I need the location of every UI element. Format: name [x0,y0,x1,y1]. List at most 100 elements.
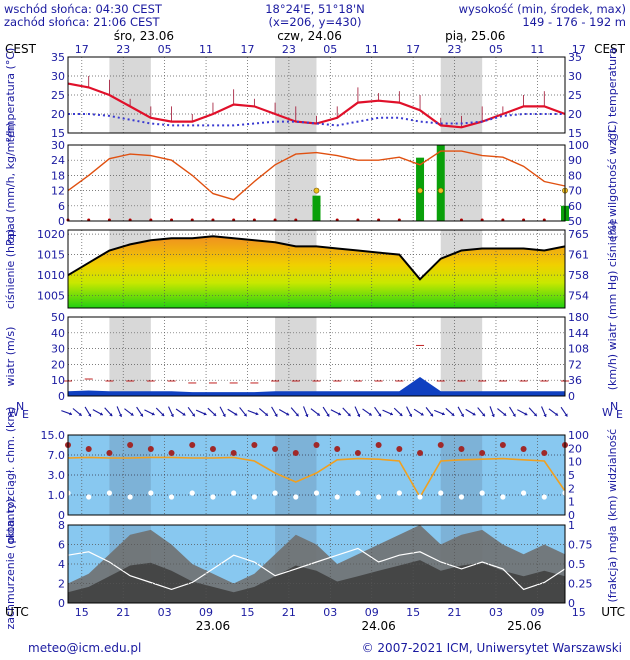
wind-direction-arrow [144,409,155,416]
wind-direction-arrow [168,406,174,418]
bottom-hour-tick: 21 [448,606,462,619]
cloud-top-dot [417,494,423,500]
compass-e-left: E [22,408,29,421]
left-tick-label: 0 [58,509,65,522]
wind-direction-arrow [528,407,538,417]
top-hour-tick: 05 [323,43,337,56]
dewpoint-line [68,113,565,127]
snow-marker [417,187,423,194]
left-tick-label: 6 [58,539,65,552]
cloud-top-dot [127,494,133,500]
wind-direction-arrow [72,408,83,417]
cloud-top-dot [541,494,547,500]
cloud-base-dot [168,450,175,456]
night-band [109,145,151,221]
right-tick-label: 765 [568,228,589,241]
cloud-top-dot [210,494,216,500]
right-tick-label: 1 [568,519,575,532]
wind-direction-arrow [175,408,186,416]
left-tick-label: 8 [58,519,65,532]
cloud-base-dot [396,446,403,452]
wind-area [68,377,565,396]
snow-marker [313,187,320,194]
cloud-top-dot [86,494,92,500]
left-tick-label: 10 [51,374,65,387]
cloud-top-dot [168,494,175,500]
bottom-hour-tick: 15 [75,606,89,619]
right-tick-label: 0.5 [568,558,586,571]
left-tick-label: 15 [51,127,65,140]
compass-e-right: E [616,408,623,421]
left-tick-label: 1005 [37,290,65,303]
bottom-hour-tick: 21 [116,606,130,619]
snow-marker [437,187,444,194]
top-hour-tick: 23 [448,43,462,56]
wind-direction-arrow [310,408,321,417]
right-tick-label: 80 [568,169,582,182]
right-tick-label: 0.75 [568,539,593,552]
wind-direction-arrow [247,409,259,416]
cloud-top-dot [313,490,320,496]
wind-direction-arrow [136,406,144,417]
right-tick-label: 50 [568,215,582,228]
left-tick-label: 30 [51,139,65,152]
left-tick-label: 6 [58,200,65,213]
wind-direction-arrow [61,410,73,416]
cloud-base-dot [458,446,465,452]
fog-line [67,547,566,591]
cloud-top-dot [293,494,299,500]
right-tick-label: 2 [568,482,575,495]
left-tick-label: 12 [51,185,65,198]
right-tick-label: 0 [568,597,575,610]
bottom-hour-tick: 21 [282,606,296,619]
panel-label-right: (km) widzialność [606,429,619,521]
cloud-top-dot [376,494,382,500]
night-band [109,57,151,133]
cloud-base-dot [520,446,527,452]
night-band [109,317,151,396]
wind-direction-arrow [509,406,516,417]
wind-direction-arrow [497,408,507,417]
panel-label-right: (frakcja) mgła [606,526,619,603]
bottom-tz-left: UTC [5,605,29,619]
cloud-low-area [68,560,565,603]
panel-label-left: opad (mm/h, kg/m²/h) [4,122,17,243]
right-tick-label: 1 [568,496,575,509]
right-tick-label: 754 [568,290,589,303]
bottom-day-label: 25.06 [507,619,541,633]
cloud-base-dot [375,442,382,448]
top-day-label: pią, 25.06 [445,29,505,43]
bottom-hour-tick: 15 [572,606,586,619]
footer-email: meteo@icm.edu.pl [28,641,141,655]
pressure-area [68,236,565,308]
precip-panel-frame [67,144,566,222]
night-band [440,317,483,396]
grid-text: (x=206, y=430) [268,15,361,29]
cloud-base-dot [272,446,279,452]
left-tick-label: 25 [51,89,65,102]
wind-direction-arrow [362,408,373,416]
cloud-base-dot [189,442,196,448]
top-tz-right: CEST [594,42,626,56]
top-hour-tick: 05 [489,43,503,56]
cloud-top-dot [272,490,278,496]
cloud-base-dot [127,442,134,448]
wind-direction-arrow [271,406,278,417]
right-tick-label: 144 [568,327,589,340]
cloud-top-dot [479,490,485,496]
cloud-base-dot [106,450,113,456]
right-tick-label: 0 [568,509,575,522]
right-tick-label: 72 [568,358,582,371]
left-tick-label: 1010 [37,269,65,282]
cloud-top-dot [189,490,195,496]
wind-direction-arrow [477,407,486,417]
right-tick-label: 108 [568,343,589,356]
panel-label-right: (mm Hg) ciśnienie [606,218,619,319]
panel-label-left: wiatr (m/s) [4,327,17,387]
wind-direction-arrow [445,407,455,417]
cloud-top-dot [251,494,257,500]
bottom-day-label: 23.06 [196,619,230,633]
cloud-base-dot [437,442,444,448]
left-tick-label: 24 [51,154,65,167]
